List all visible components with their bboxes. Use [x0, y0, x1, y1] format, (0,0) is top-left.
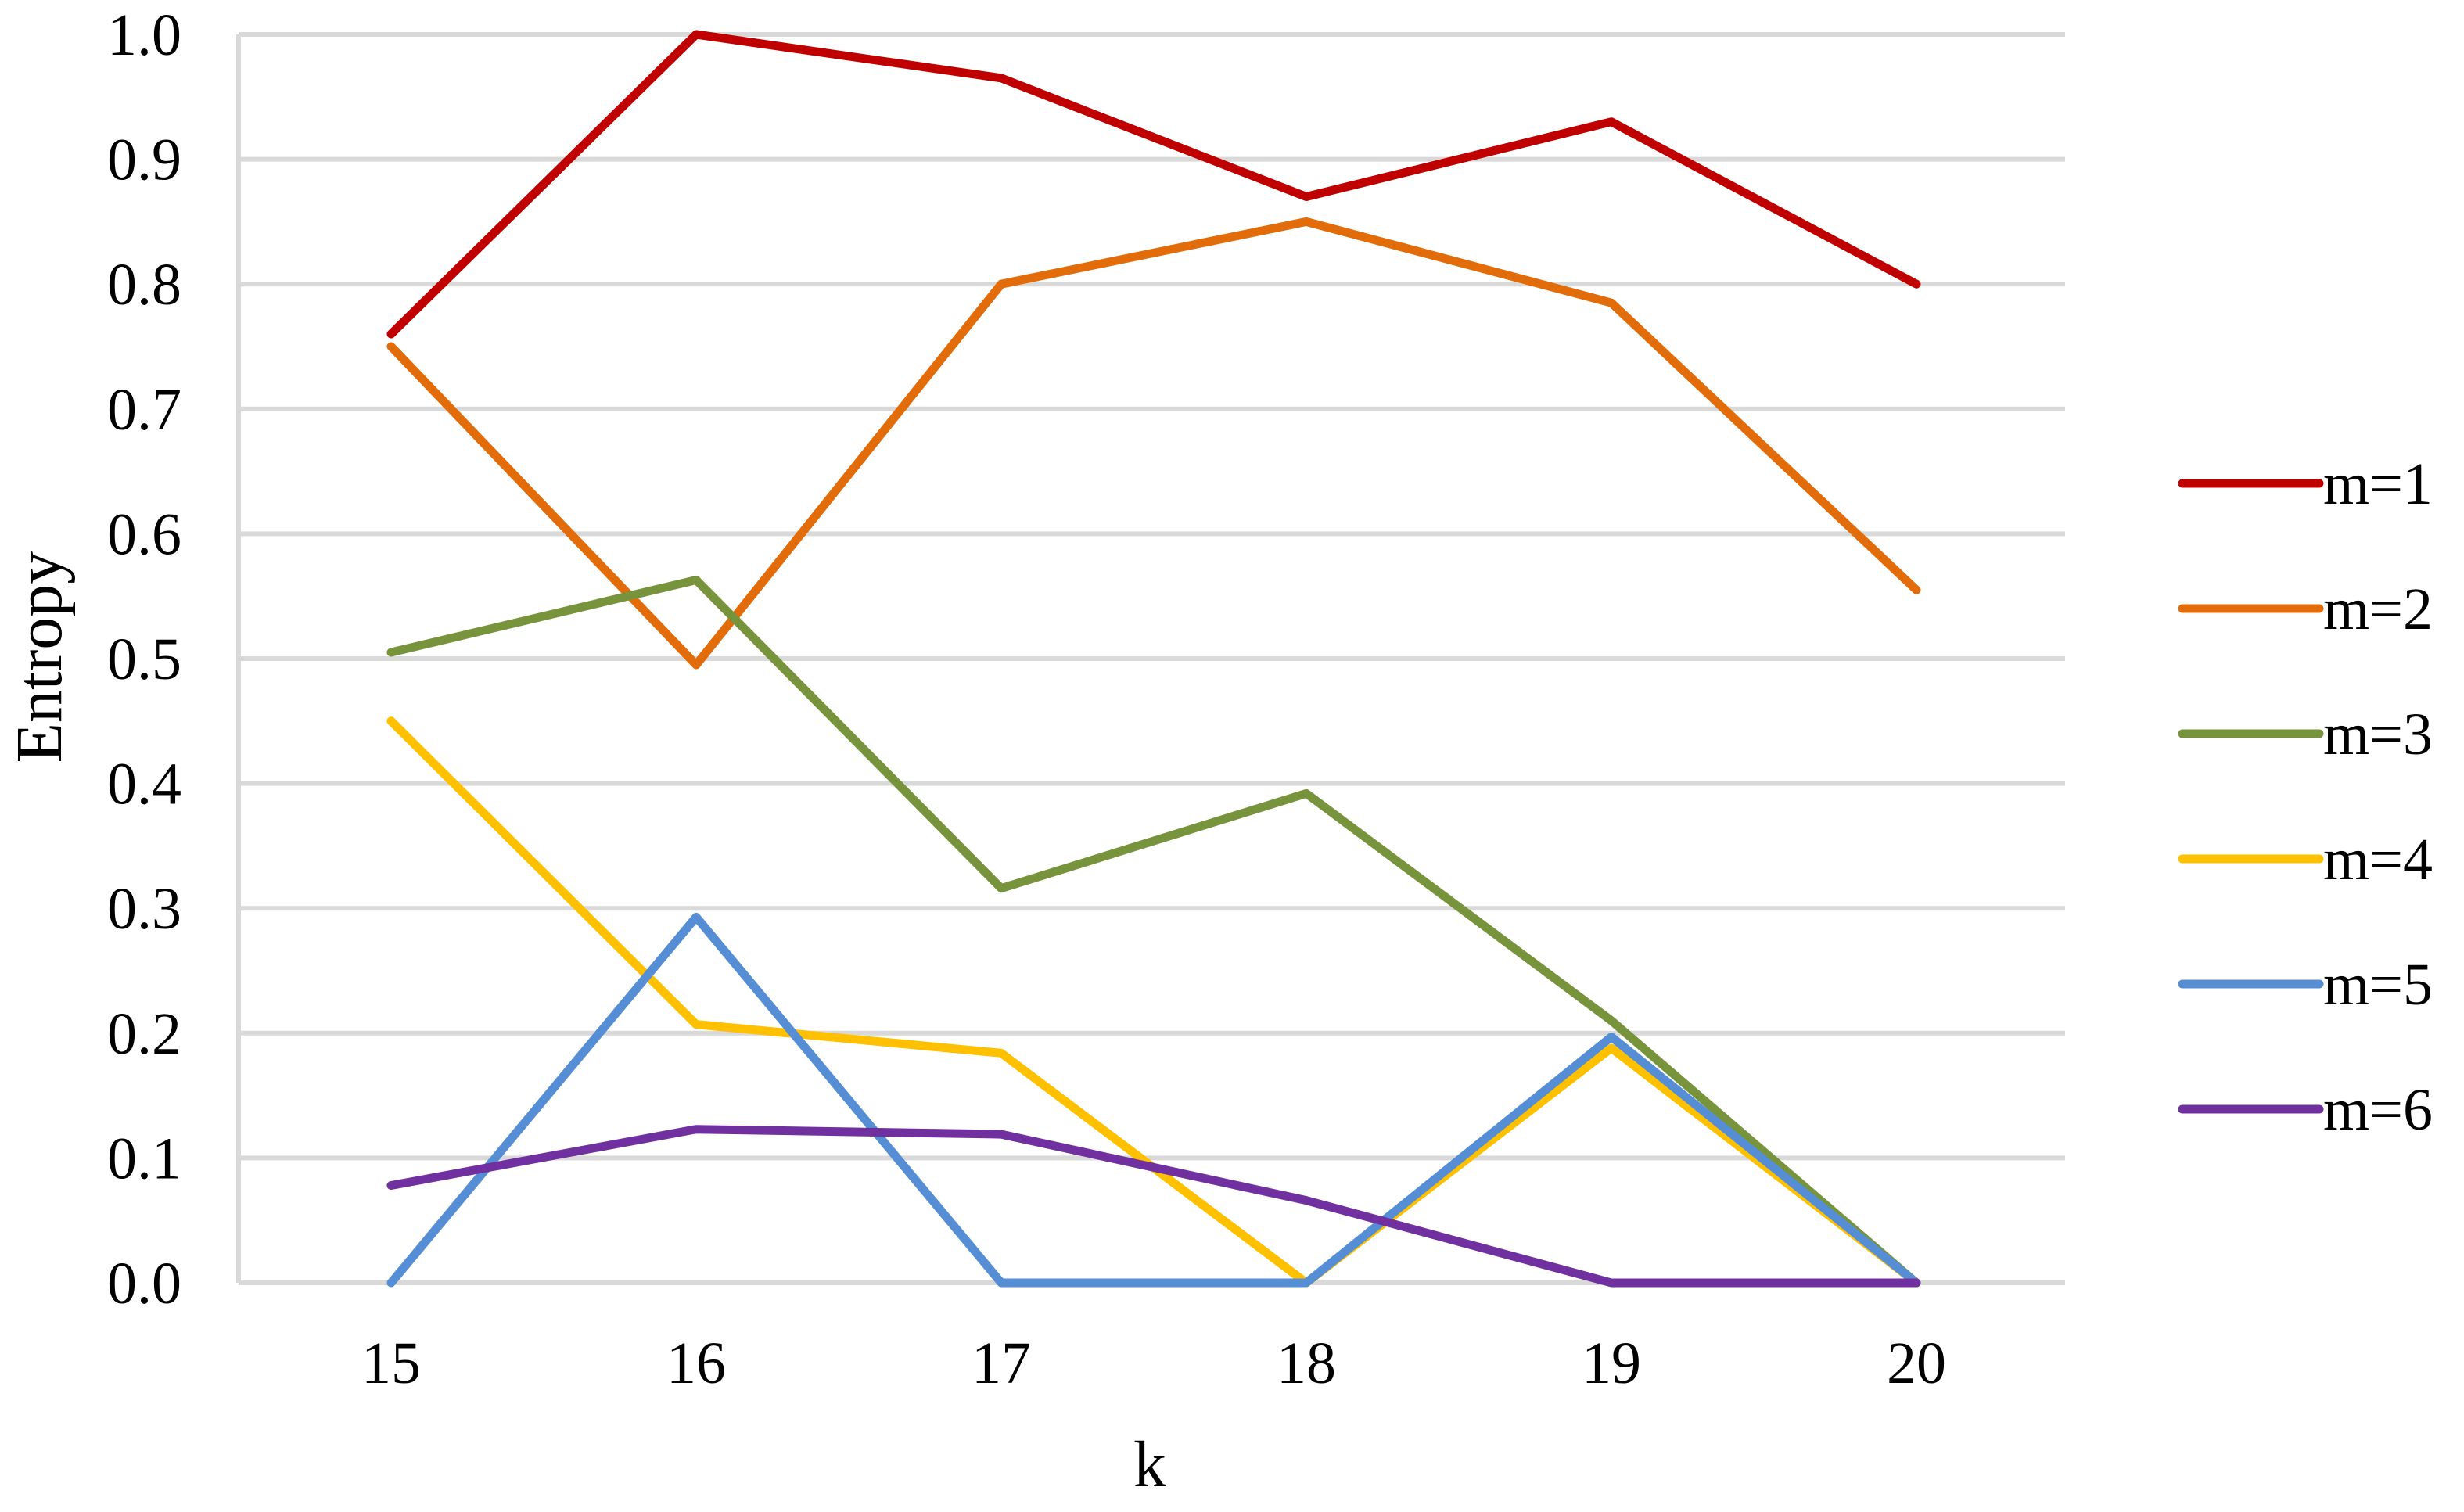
x-tick-label: 17 — [972, 1331, 1031, 1396]
x-tick-label: 19 — [1582, 1331, 1641, 1396]
series-line-m5 — [386, 912, 1921, 1288]
y-tick-label: 0.3 — [107, 876, 181, 942]
legend-label: m=6 — [2323, 1077, 2433, 1143]
legend: m=1 m=2 m=3 m=4 m=5 m=6 — [2178, 451, 2433, 1143]
y-tick-label: 1.0 — [107, 2, 181, 68]
y-tick-labels: 0.0 0.1 0.2 0.3 0.4 0.5 0.6 0.7 0.8 0.9 1.0 — [107, 2, 181, 1316]
y-tick-label: 0.4 — [107, 752, 181, 817]
series-line-m2 — [386, 217, 1921, 670]
series-line-m3 — [386, 575, 1921, 1288]
legend-label: m=5 — [2323, 952, 2433, 1018]
y-tick-label: 0.9 — [107, 127, 181, 193]
y-tick-label: 0.1 — [107, 1126, 181, 1191]
series-lines — [386, 30, 1921, 1288]
y-axis-label: Entropy — [3, 551, 76, 763]
y-tick-label: 0.8 — [107, 252, 181, 318]
x-axis-label: k — [1133, 1428, 1166, 1501]
y-tick-label: 0.5 — [107, 627, 181, 692]
y-tick-label: 0.2 — [107, 1001, 181, 1067]
series-line-m6 — [386, 1125, 1921, 1288]
x-tick-label: 16 — [666, 1331, 726, 1396]
x-tick-label: 18 — [1277, 1331, 1336, 1396]
x-tick-labels: 15 16 17 18 19 20 — [361, 1331, 1946, 1396]
legend-label: m=2 — [2323, 576, 2433, 642]
x-tick-label: 15 — [361, 1331, 421, 1396]
legend-label: m=4 — [2323, 827, 2433, 892]
series-line-m1 — [386, 30, 1921, 339]
x-tick-label: 20 — [1887, 1331, 1946, 1396]
legend-label: m=3 — [2323, 702, 2433, 767]
y-tick-label: 0.0 — [107, 1251, 181, 1316]
legend-label: m=1 — [2323, 451, 2433, 517]
y-tick-label: 0.7 — [107, 377, 181, 443]
y-tick-label: 0.6 — [107, 501, 181, 567]
